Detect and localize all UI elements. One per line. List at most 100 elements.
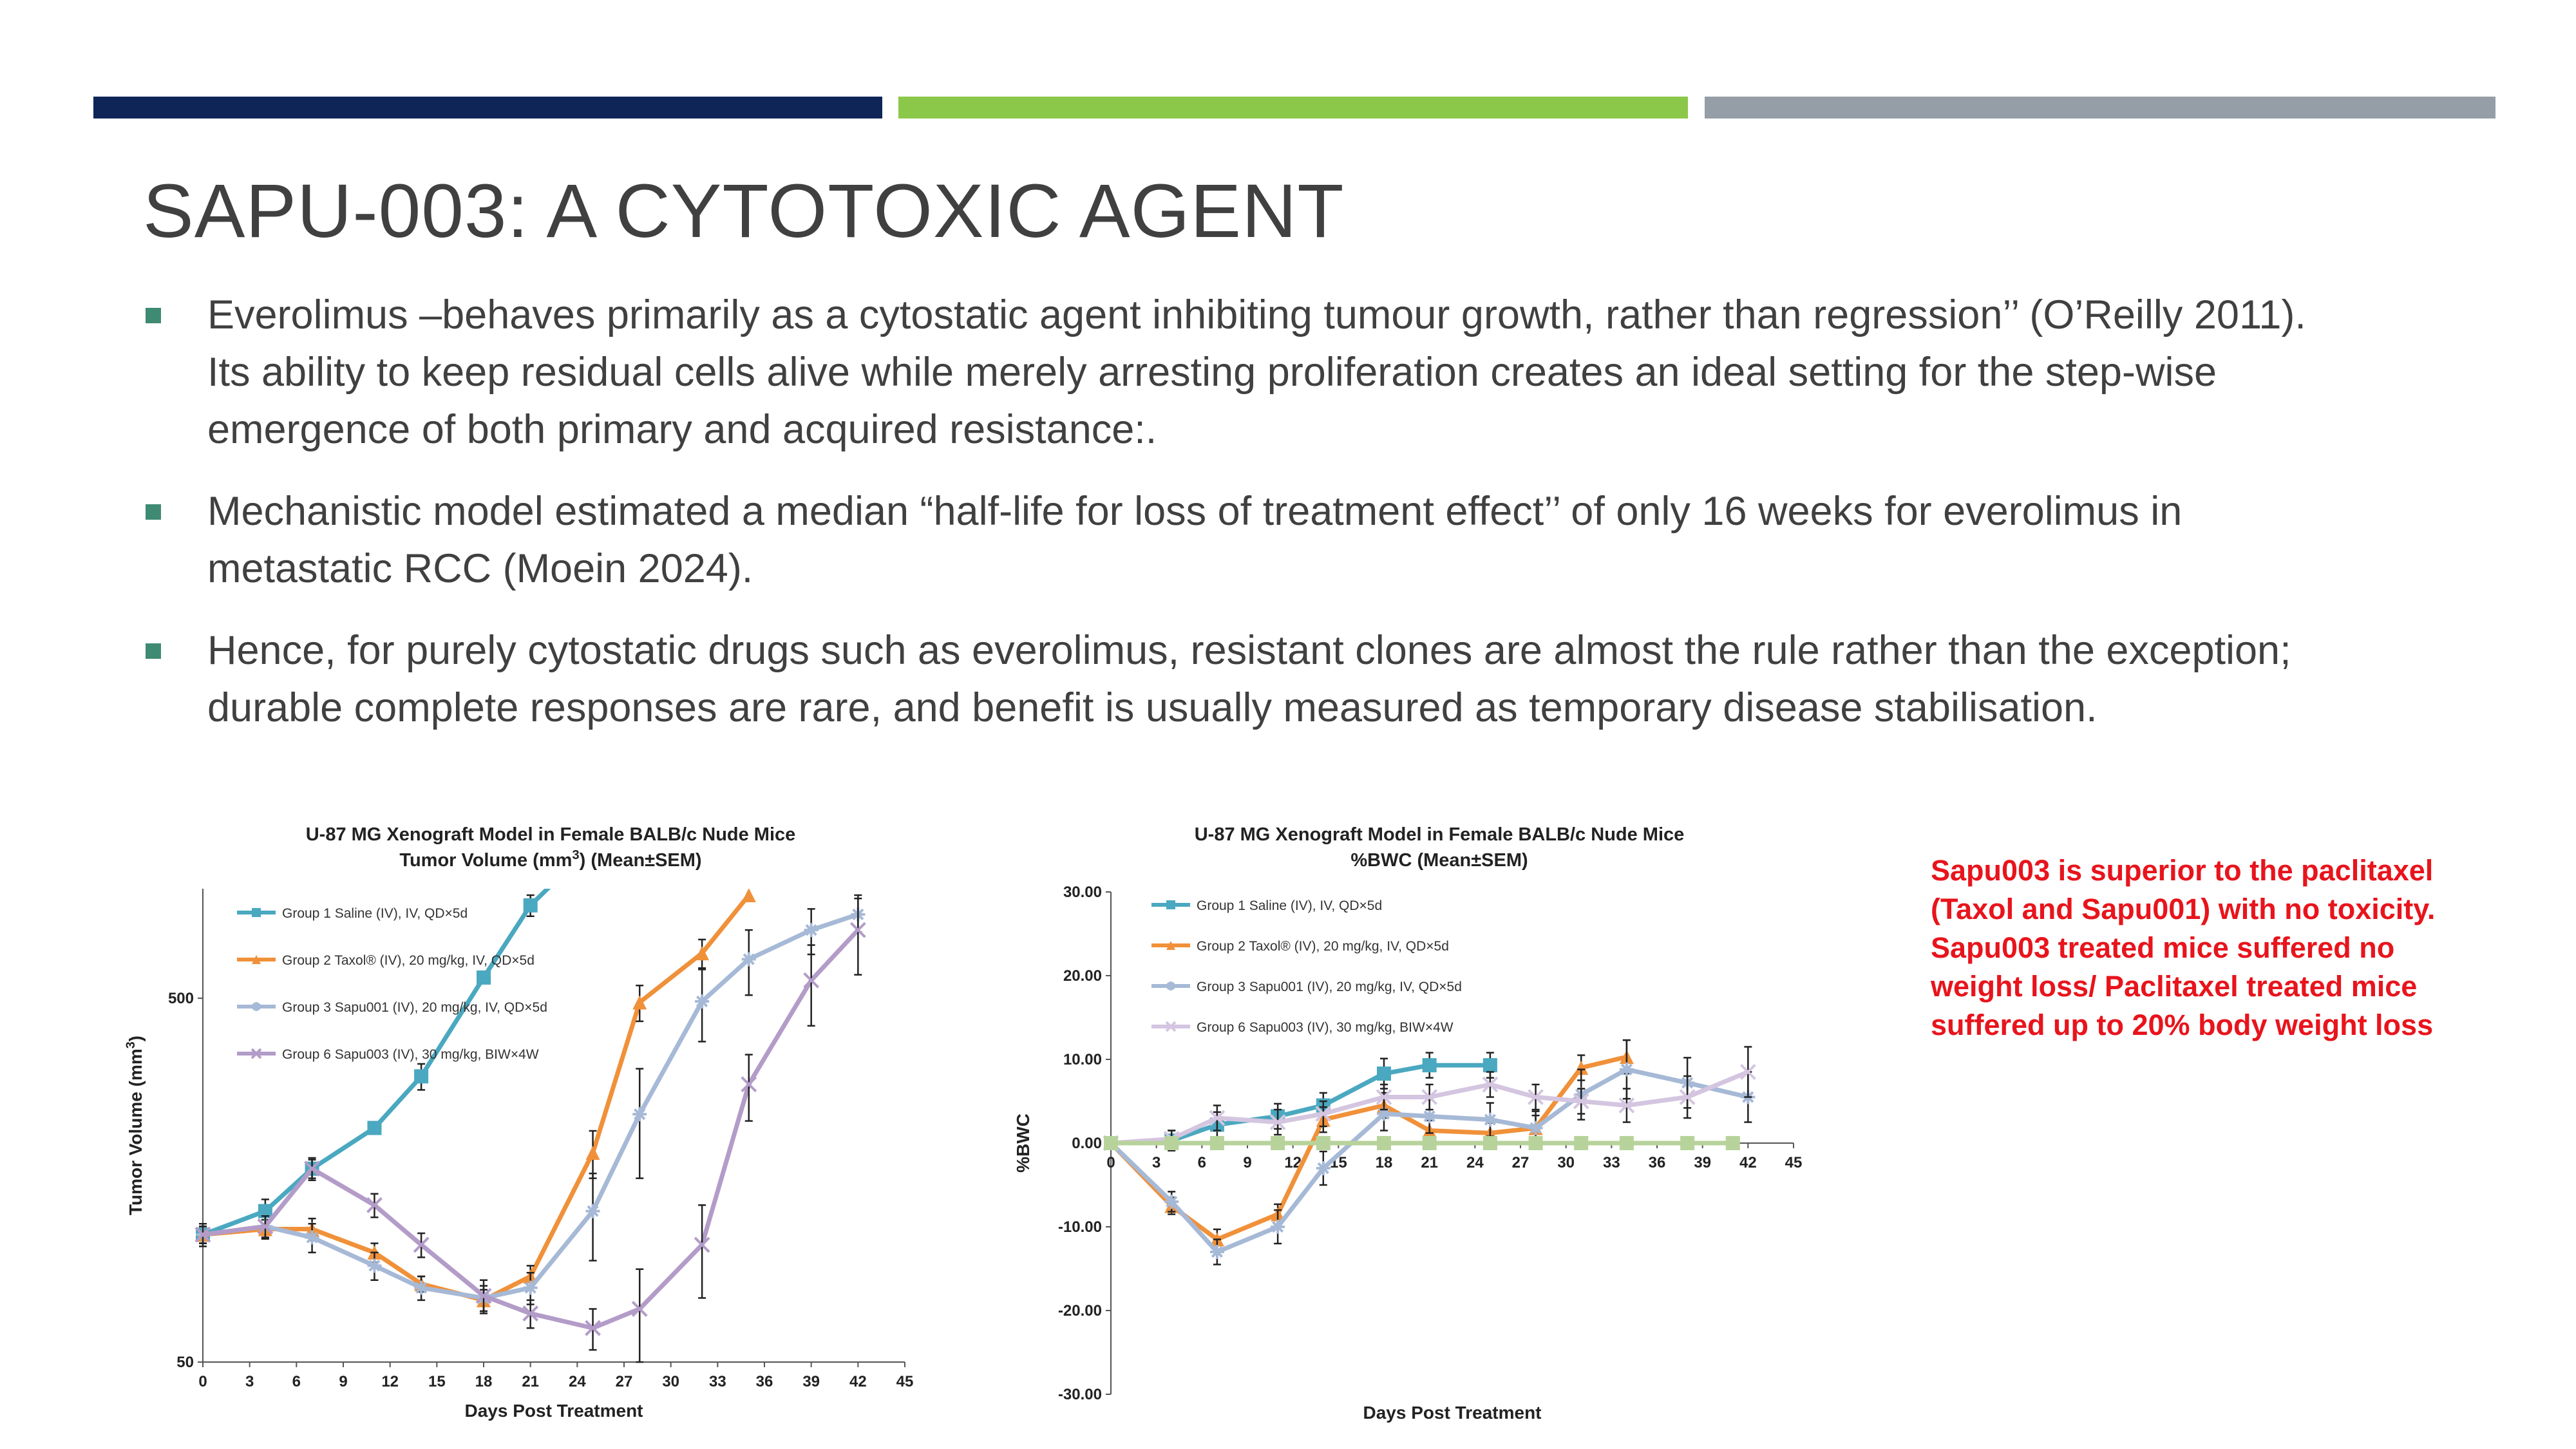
x-tick-label: 30 [662,1373,679,1390]
data-point [258,1204,272,1218]
note-line: weight loss/ Paclitaxel treated mice [1931,970,2418,1003]
bullet-line: emergence of both primary and acquired r… [207,407,1157,452]
top-accent-bar-green [898,97,1688,118]
bullet-item: Mechanistic model estimated a median “ha… [143,483,2474,598]
data-point [367,1121,382,1135]
data-point [522,1305,539,1321]
data-point [475,1287,492,1304]
data-point [251,1048,262,1059]
x-tick-label: 6 [1198,1154,1206,1171]
x-tick-label: 27 [616,1373,633,1390]
data-point [1164,1136,1179,1150]
y-axis-label: Tumor Volume (mm3) [124,1036,146,1215]
x-tick-label: 45 [1785,1154,1803,1171]
data-point [585,1146,600,1160]
data-point [1166,981,1175,990]
data-point [477,970,491,985]
data-point [1528,1121,1543,1135]
data-point [1209,1110,1226,1126]
data-point [803,972,820,989]
data-point [1482,1136,1497,1150]
data-point [1271,1136,1285,1150]
chart-subtitle: %BWC (Mean±SEM) [1350,850,1528,871]
data-point [1422,1058,1437,1073]
data-point [1376,1089,1392,1105]
data-point [414,1280,429,1295]
x-tick-label: 33 [709,1373,726,1390]
x-tick-label: 18 [1376,1154,1393,1171]
x-tick-label: 3 [1152,1154,1160,1171]
note-line: suffered up to 20% body weight loss [1931,1009,2434,1041]
data-point [194,1226,211,1243]
series-line [202,912,859,1301]
x-tick-label: 27 [1512,1154,1530,1171]
x-tick-label: 36 [756,1373,773,1390]
x-tick-label: 15 [428,1373,446,1390]
legend-label: Group 3 Sapu001 (IV), 20 mg/kg, IV, QD×5… [1197,980,1462,994]
series-line [1110,1063,1490,1146]
x-tick-label: 21 [1421,1154,1438,1171]
x-tick-label: 21 [522,1373,539,1390]
data-point [252,955,261,964]
square-bullet-icon [146,643,161,659]
bullet-list: Everolimus –behaves primarily as a cytos… [143,287,2474,761]
data-point [1271,1220,1285,1234]
error-bar [636,1068,644,1179]
x-tick-label: 42 [1739,1154,1757,1171]
x-tick-label: 42 [849,1373,867,1390]
y-tick-label: 500 [168,990,194,1007]
x-axis-label: Days Post Treatment [1363,1403,1542,1423]
data-point [1377,1106,1391,1121]
error-bar [807,944,815,1027]
data-point [1482,1112,1497,1127]
data-point [305,1230,319,1245]
y-tick-label: 30.00 [1063,884,1102,901]
y-tick-label: -30.00 [1058,1386,1102,1403]
bullet-line: Mechanistic model estimated a median “ha… [207,489,2183,534]
chart-subtitle: Tumor Volume (mm3) (Mean±SEM) [399,848,701,871]
data-point [1422,1109,1437,1124]
data-point [1166,941,1175,950]
legend-label: Group 2 Taxol® (IV), 20 mg/kg, IV, QD×5d [1197,939,1449,954]
note-line: Sapu003 is superior to the paclitaxel [1931,854,2434,887]
data-point [1679,1089,1696,1105]
x-tick-label: 12 [381,1373,399,1390]
x-tick-label: 39 [802,1373,820,1390]
note-line: (Taxol and Sapu001) with no toxicity. [1931,893,2436,925]
data-point [1619,1062,1634,1077]
data-point [1680,1136,1695,1150]
note-line: Sapu003 treated mice suffered no [1931,931,2395,964]
series-line [202,889,551,1237]
data-point [1209,1136,1224,1150]
bullet-line: Hence, for purely cytostatic drugs such … [207,628,2291,673]
data-point [252,1002,261,1011]
data-point [367,1258,382,1273]
data-point [694,1236,710,1253]
bullet-item: Everolimus –behaves primarily as a cytos… [143,287,2474,459]
error-bar [636,1268,644,1363]
data-point [1164,1195,1179,1209]
data-point [1165,1021,1177,1032]
data-point [585,1320,601,1336]
y-tick-label: -20.00 [1058,1302,1102,1320]
data-point [523,1280,538,1295]
data-point [1422,1136,1437,1150]
bullet-line: durable complete responses are rare, and… [207,685,2098,730]
error-bar [698,1204,706,1299]
data-point [1725,1136,1740,1150]
x-tick-label: 0 [1106,1154,1115,1171]
x-tick-label: 6 [292,1373,301,1390]
plot-area [1103,1039,1756,1265]
top-accent-bar-gray [1705,97,2496,118]
data-point [632,1107,647,1122]
data-point [1482,1058,1497,1073]
data-point [741,889,756,903]
data-point [741,1076,757,1093]
x-tick-label: 0 [198,1373,207,1390]
data-point [1377,1136,1391,1150]
x-tick-label: 24 [1466,1154,1484,1171]
legend-label: Group 1 Saline (IV), IV, QD×5d [1197,898,1382,913]
x-tick-label: 39 [1694,1154,1711,1171]
square-bullet-icon [146,504,161,520]
data-point [413,1236,430,1253]
